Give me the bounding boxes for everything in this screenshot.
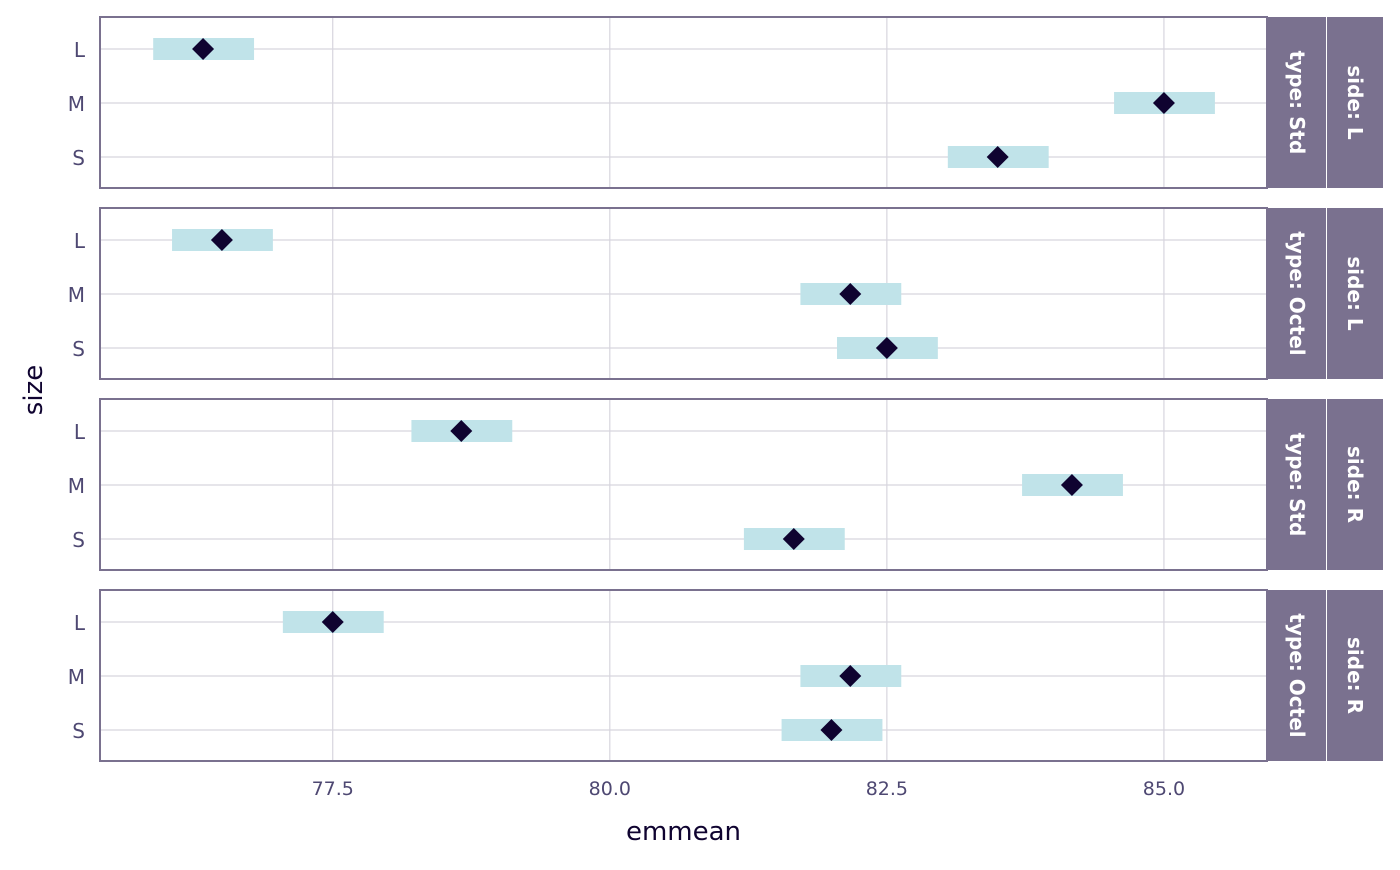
emmean-point [1060,474,1083,496]
strip-type [1267,208,1326,379]
x-tick-label: 82.5 [866,778,908,800]
strip-side-label: side: L [1343,256,1367,331]
y-tick-label: S [72,719,85,743]
x-tick-label: 80.0 [589,778,631,800]
strip-side [1327,399,1383,570]
strip-type-label: type: Octel [1285,613,1309,737]
emmean-point [839,665,862,687]
strip-type [1267,17,1326,188]
emmean-point [875,337,898,359]
y-tick-label: S [72,337,85,361]
y-tick-label: M [68,665,85,689]
strip-side-label: side: L [1343,65,1367,140]
y-tick-label: M [68,474,85,498]
strip-type-label: type: Std [1285,433,1309,537]
x-tick-label: 77.5 [312,778,354,800]
y-tick-label: L [74,38,86,62]
strip-type [1267,590,1326,761]
strip-type-label: type: Octel [1285,231,1309,355]
strip-side [1327,17,1383,188]
x-axis-title: emmean [626,817,741,847]
strip-side [1327,208,1383,379]
y-tick-label: L [74,229,86,253]
strip-type [1267,399,1326,570]
y-tick-label: M [68,92,85,116]
emmean-point [986,146,1009,168]
y-axis-title: size [19,365,49,415]
emmean-point [192,38,215,60]
y-tick-label: L [74,611,86,635]
emmean-point [782,528,805,550]
x-tick-label: 85.0 [1143,778,1185,800]
emmean-point [820,719,843,741]
strip-side-label: side: R [1343,446,1367,523]
strip-type-label: type: Std [1285,51,1309,155]
strip-side [1327,590,1383,761]
emmean-point [1152,92,1175,114]
strip-side-label: side: R [1343,637,1367,714]
y-tick-label: S [72,528,85,552]
emmean-point [210,229,233,251]
y-tick-label: L [74,420,86,444]
emmean-point [321,611,344,633]
emmean-point [839,283,862,305]
emmean-point [450,420,473,442]
y-tick-label: M [68,283,85,307]
y-tick-label: S [72,146,85,170]
